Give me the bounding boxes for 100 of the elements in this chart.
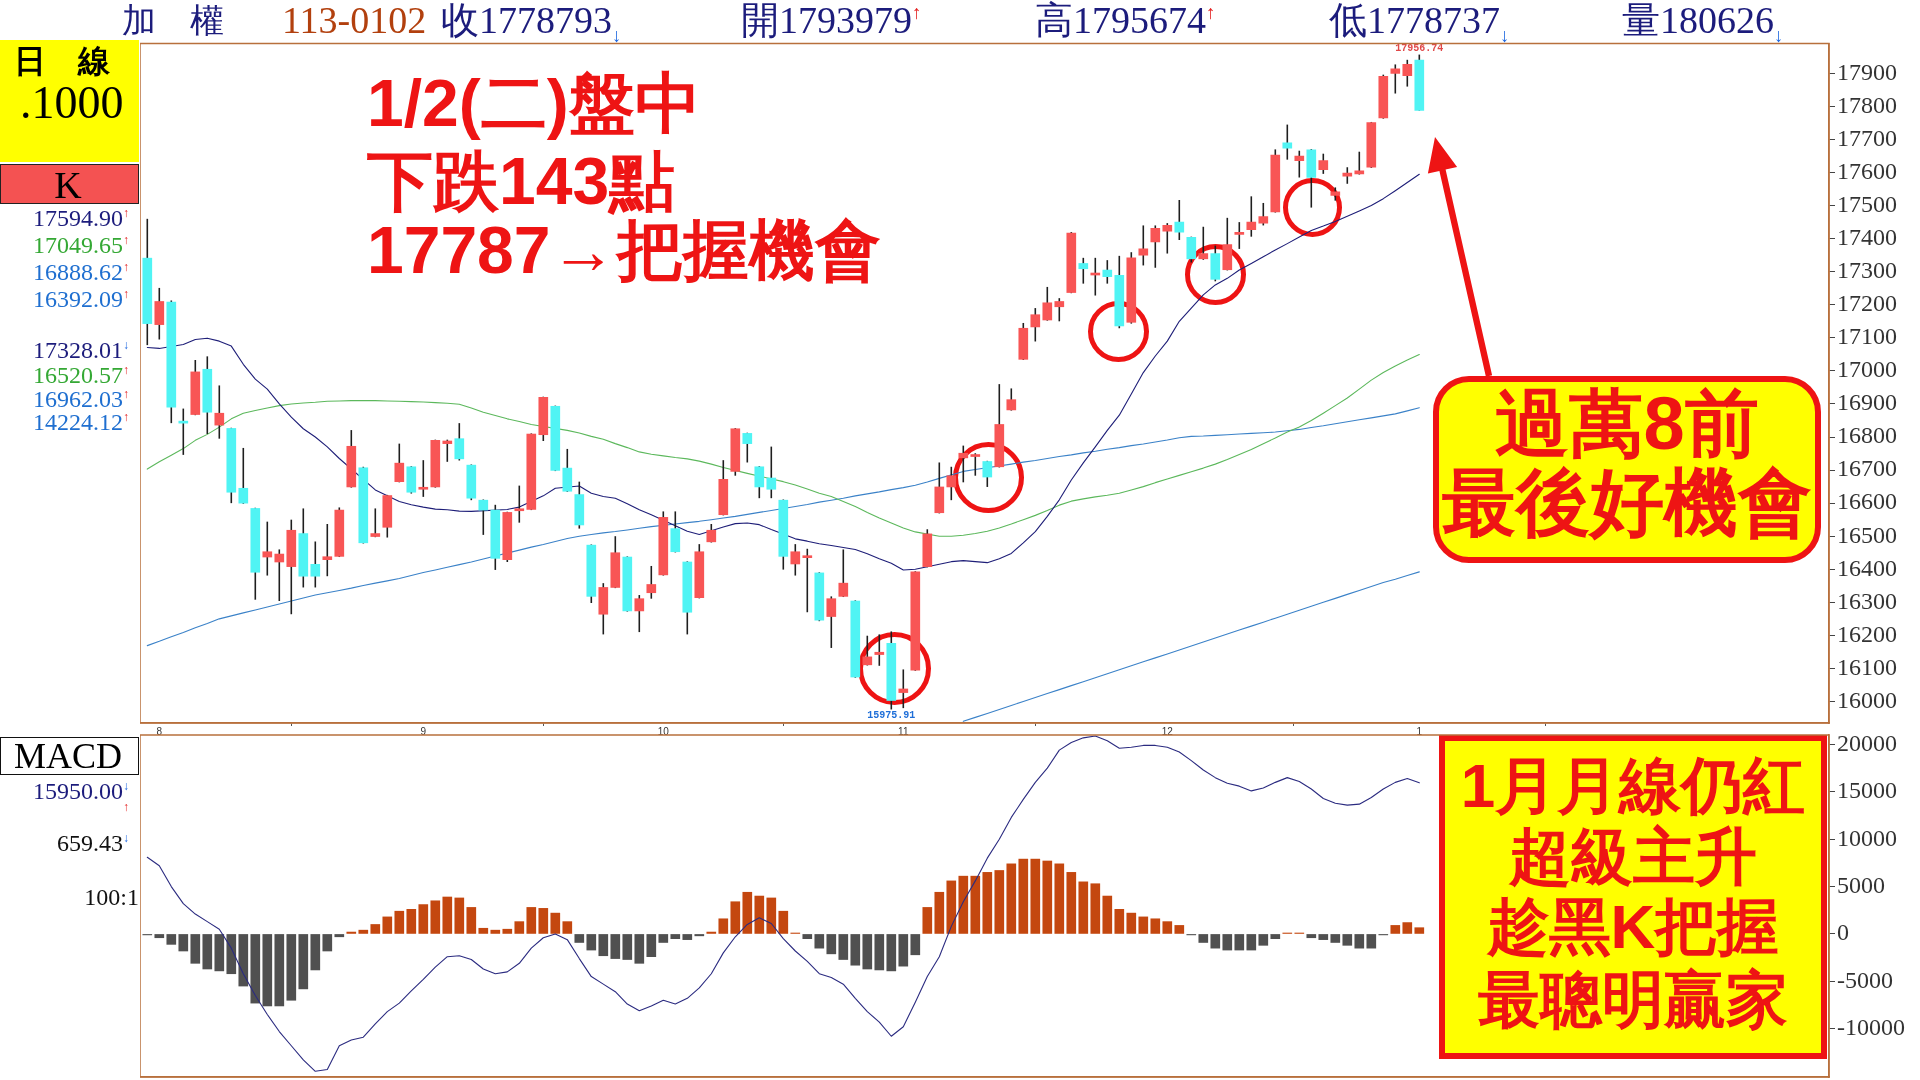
candlestick	[1258, 202, 1269, 227]
bar	[250, 934, 261, 1004]
bar	[1234, 934, 1245, 951]
bar	[214, 934, 225, 972]
text: 量180626$_{↓}$	[1622, 0, 1784, 46]
y-tick-label: 20000	[1837, 729, 1897, 756]
text: 17328.01$^{↓}$	[33, 337, 129, 363]
bar	[1174, 925, 1185, 934]
bar	[502, 928, 513, 934]
y-tick-label: 16300	[1837, 587, 1897, 614]
candlestick	[1054, 297, 1065, 323]
candlestick	[1138, 224, 1149, 267]
y-tick-label: 16000	[1837, 686, 1897, 713]
candlestick	[1006, 387, 1017, 412]
y-tick-label: 17000	[1837, 356, 1897, 383]
candlestick	[982, 460, 993, 488]
bar	[886, 934, 897, 972]
bar	[622, 934, 633, 960]
bar	[1126, 912, 1137, 934]
candlestick	[1150, 224, 1161, 269]
y-tick-label: 17300	[1837, 257, 1897, 284]
bar	[778, 910, 789, 934]
bar	[826, 934, 837, 955]
bar	[430, 900, 441, 934]
bar	[298, 934, 309, 990]
bar	[958, 875, 969, 934]
bar	[814, 934, 825, 949]
bar	[334, 934, 345, 938]
bar	[1006, 863, 1017, 934]
bar	[898, 934, 909, 967]
x-tick-label: 11	[898, 725, 909, 737]
bar	[154, 934, 165, 939]
bar	[370, 924, 381, 934]
x-tick-label: 10	[657, 725, 670, 737]
candlestick	[1246, 195, 1257, 238]
bar	[1318, 934, 1329, 940]
candlestick	[958, 444, 969, 484]
text: MACD	[13, 736, 123, 776]
bar	[742, 891, 753, 934]
text: 17594.90$^{↑}$	[33, 205, 129, 231]
bar	[478, 927, 489, 934]
bar	[1210, 934, 1221, 949]
bar	[934, 891, 945, 934]
y-tick-label: 17700	[1837, 124, 1897, 151]
bar	[562, 921, 573, 934]
candlestick	[1282, 123, 1293, 161]
bar	[274, 934, 285, 1007]
x-tick-label: 8	[156, 725, 163, 737]
candlestick	[790, 543, 801, 577]
bar	[1102, 895, 1113, 934]
y-tick-label: 17800	[1837, 91, 1897, 118]
candlestick	[442, 438, 453, 463]
candlestick	[1078, 257, 1089, 285]
bar	[538, 908, 549, 934]
y-tick-label: 16700	[1837, 455, 1897, 482]
y-tick-label: 17400	[1837, 223, 1897, 250]
bar	[982, 872, 993, 934]
text: 16888.62$^{↑}$	[33, 259, 129, 285]
bar	[682, 934, 693, 940]
candlestick	[310, 540, 321, 589]
text: 加 權	[122, 2, 224, 39]
bar	[1390, 925, 1401, 934]
candlestick	[1042, 286, 1053, 322]
bar	[754, 895, 765, 934]
candlestick	[262, 520, 273, 577]
bar	[670, 934, 681, 940]
y-tick-label: 0	[1837, 919, 1849, 946]
bar	[1138, 916, 1149, 934]
bar	[1306, 934, 1317, 939]
text: 日 線	[14, 43, 110, 79]
bar	[1270, 934, 1281, 940]
bar	[1246, 934, 1257, 951]
bar	[598, 934, 609, 957]
bar	[658, 934, 669, 943]
annotation: 17956.74	[1395, 43, 1444, 55]
bar	[1198, 934, 1209, 943]
candlestick	[1030, 307, 1041, 343]
text: 1月月線仍紅	[1460, 751, 1806, 820]
bar	[178, 934, 189, 952]
bar	[466, 907, 477, 934]
bar	[1366, 934, 1377, 949]
candlestick	[826, 595, 837, 649]
bar	[514, 921, 525, 934]
bar	[874, 934, 885, 971]
x-tick-label: 9	[420, 725, 427, 737]
candlestick	[1198, 225, 1209, 261]
candlestick	[1174, 199, 1185, 241]
bar	[946, 880, 957, 934]
candlestick	[454, 422, 465, 462]
text: 最聰明贏家	[1478, 965, 1788, 1034]
candlestick	[1162, 222, 1173, 255]
candlestick	[862, 634, 873, 667]
bar	[730, 901, 741, 934]
candlestick	[322, 523, 333, 578]
y-tick-label: 16400	[1837, 554, 1897, 581]
text: 113-0102	[282, 0, 427, 41]
bar	[1114, 908, 1125, 934]
bar	[406, 908, 417, 934]
text: 16962.03$^{↑}$	[33, 386, 129, 412]
y-tick-label: 16200	[1837, 620, 1897, 647]
